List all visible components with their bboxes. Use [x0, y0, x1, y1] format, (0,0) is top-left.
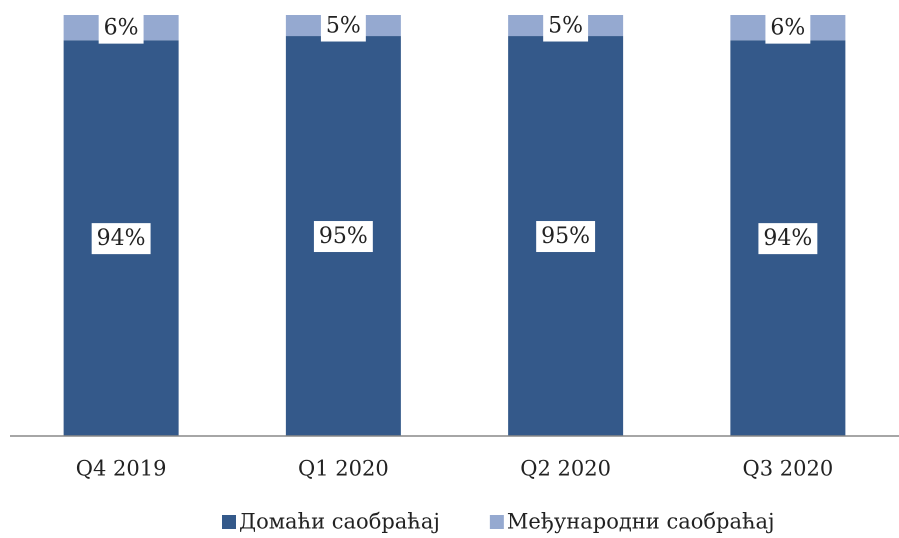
data-label: 94%: [91, 223, 151, 255]
data-label: 5%: [543, 10, 589, 42]
data-label: 6%: [765, 12, 811, 44]
data-label-bg: [536, 221, 596, 253]
data-label-bg: [765, 12, 811, 44]
data-label-text: 95%: [541, 224, 590, 249]
data-label-bg: [320, 10, 366, 42]
data-label-text: 6%: [770, 16, 805, 41]
data-label-text: 95%: [319, 224, 368, 249]
data-label-text: 5%: [326, 14, 361, 39]
legend-swatch: [222, 515, 236, 529]
data-label: 5%: [320, 10, 366, 42]
data-label-text: 6%: [104, 16, 139, 41]
data-label-bg: [543, 10, 589, 42]
data-label: 6%: [98, 12, 144, 44]
legend-label: Међународни саобраћај: [507, 510, 775, 534]
data-label: 95%: [536, 221, 596, 253]
data-label-text: 94%: [97, 226, 146, 251]
data-label-bg: [758, 223, 818, 255]
x-tick-label: Q2 2020: [520, 457, 611, 481]
x-tick-label: Q4 2019: [76, 457, 167, 481]
x-tick-label: Q1 2020: [298, 457, 389, 481]
data-label-bg: [98, 12, 144, 44]
legend-label: Домаћи саобраћај: [239, 510, 440, 534]
data-label-bg: [313, 221, 373, 253]
data-label: 94%: [758, 223, 818, 255]
data-label-bg: [91, 223, 151, 255]
data-label-text: 94%: [763, 226, 812, 251]
legend-swatch: [489, 515, 504, 529]
data-label-text: 5%: [548, 14, 583, 39]
x-tick-label: Q3 2020: [743, 457, 834, 481]
data-label: 95%: [313, 221, 373, 253]
